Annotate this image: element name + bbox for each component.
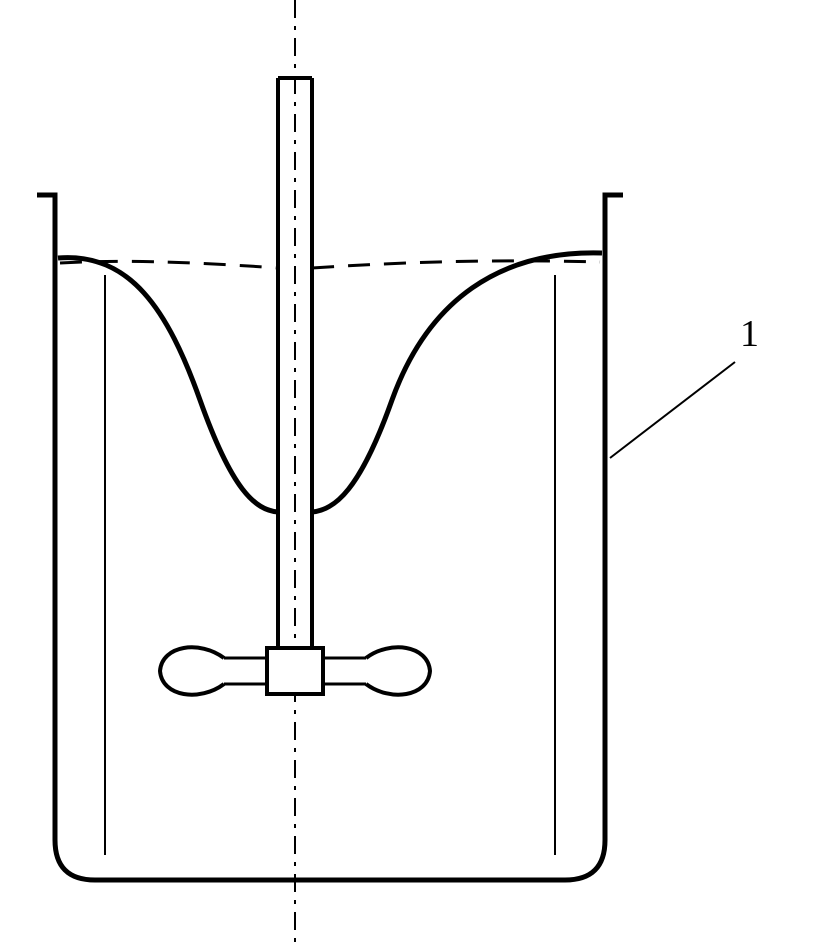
callout-label-1: 1 [740,312,759,356]
liquid-level-dashed-right [312,261,600,268]
callout-leader [610,362,735,458]
blade-right-lobe [366,647,430,694]
tank-outline [37,195,623,880]
vortex-surface-left [58,258,278,512]
impeller-hub [267,648,323,694]
blade-left-lobe [160,647,224,694]
diagram-svg [0,0,813,944]
stirred-tank-diagram: 1 [0,0,813,944]
vortex-surface-right [312,253,602,512]
